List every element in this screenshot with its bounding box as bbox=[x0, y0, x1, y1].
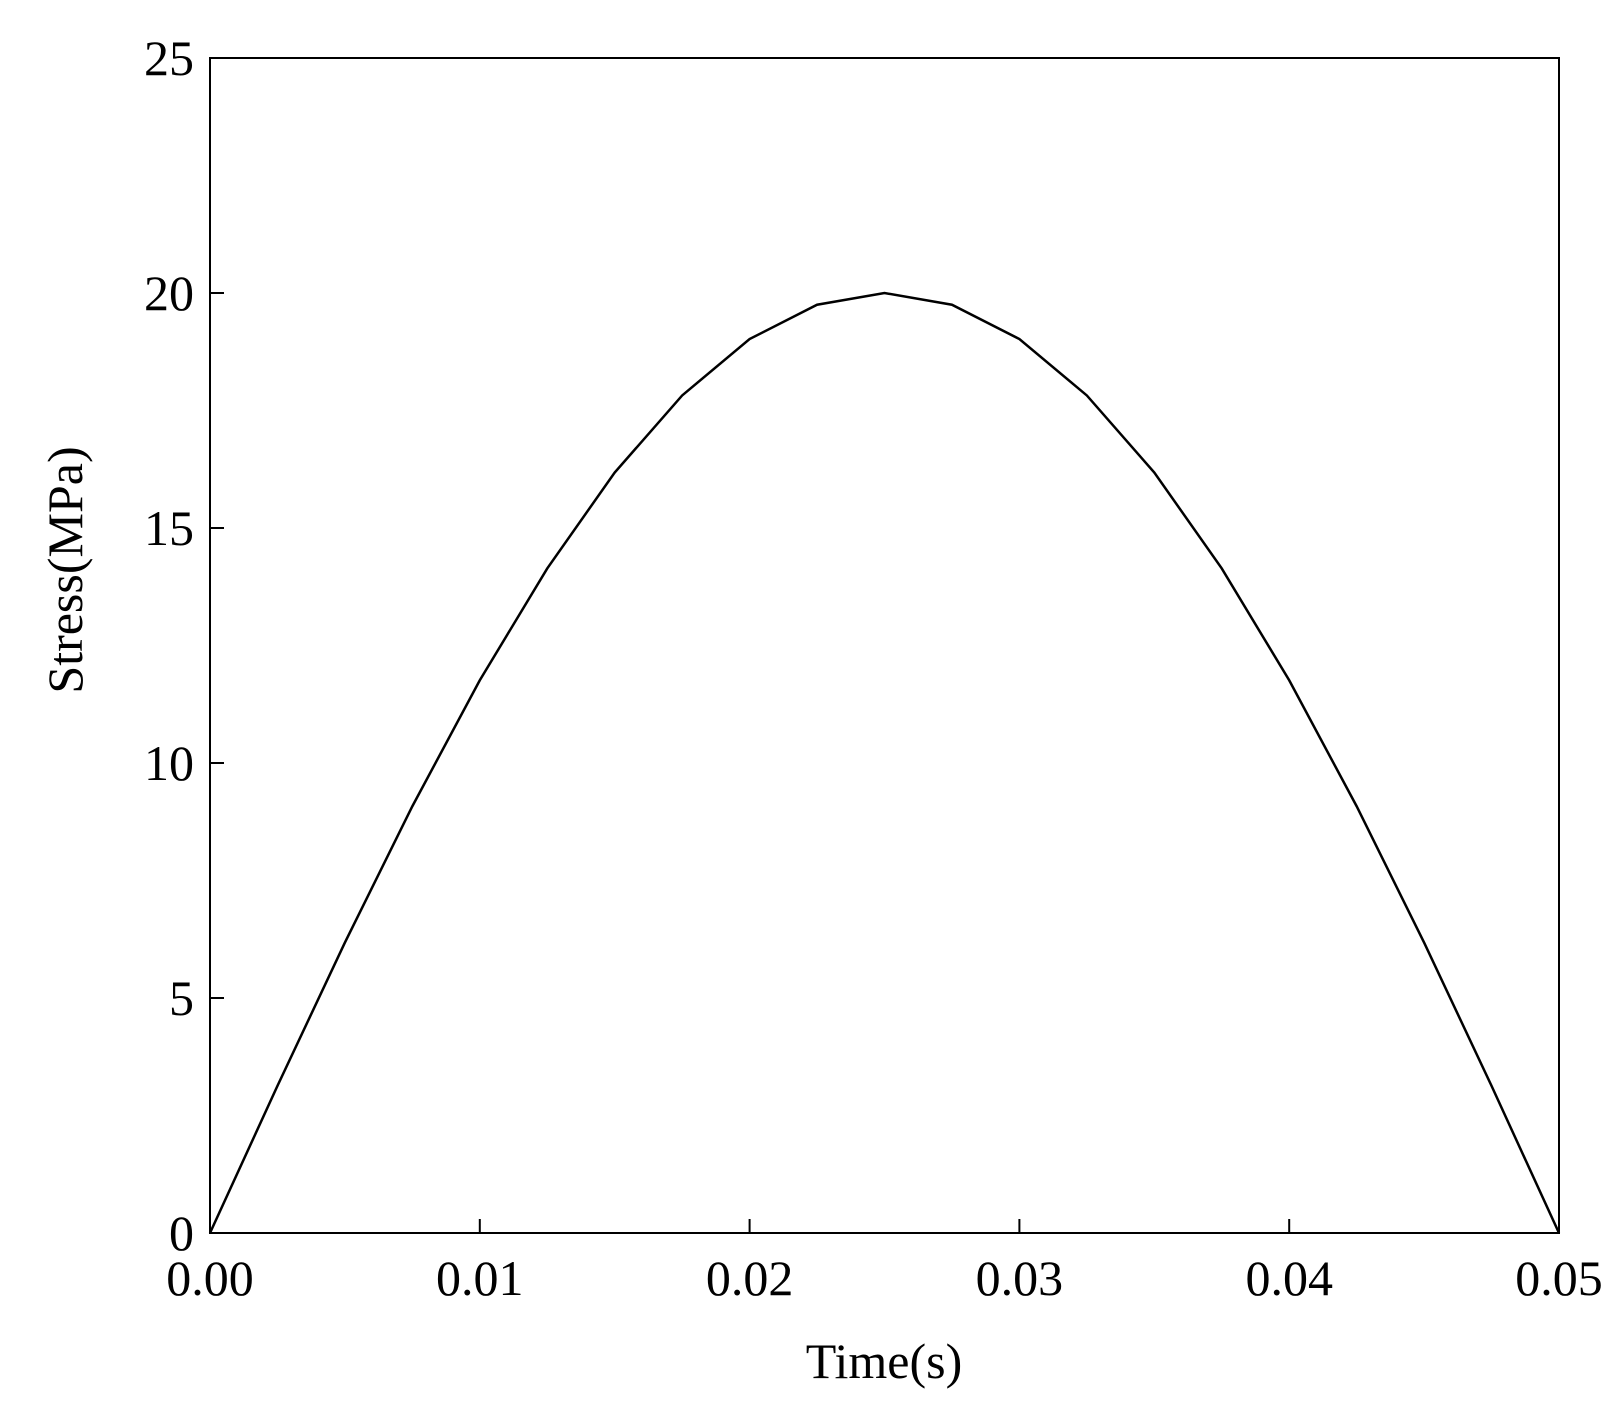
y-tick-label: 20 bbox=[144, 265, 194, 321]
y-axis-ticks: 0 5 10 15 20 25 bbox=[144, 30, 224, 1261]
y-tick-label: 10 bbox=[144, 735, 194, 791]
y-tick-label: 5 bbox=[169, 970, 194, 1026]
x-tick-label: 0.03 bbox=[976, 1250, 1064, 1306]
x-tick-label: 0.05 bbox=[1515, 1250, 1603, 1306]
x-tick-label: 0.01 bbox=[436, 1250, 524, 1306]
plot-frame bbox=[209, 57, 1560, 1234]
stress-curve bbox=[208, 291, 1561, 1234]
x-axis-ticks: 0.00 0.01 0.02 0.03 0.04 0.05 bbox=[166, 1219, 1603, 1306]
y-tick-label: 0 bbox=[169, 1205, 194, 1261]
y-axis-label: Stress(MPa) bbox=[37, 446, 93, 693]
y-tick-label: 25 bbox=[144, 30, 194, 86]
x-tick-label: 0.04 bbox=[1245, 1250, 1333, 1306]
x-tick-label: 0.02 bbox=[706, 1250, 794, 1306]
x-tick-label: 0.00 bbox=[166, 1250, 254, 1306]
x-axis-label: Time(s) bbox=[806, 1333, 963, 1389]
y-tick-label: 15 bbox=[144, 500, 194, 556]
